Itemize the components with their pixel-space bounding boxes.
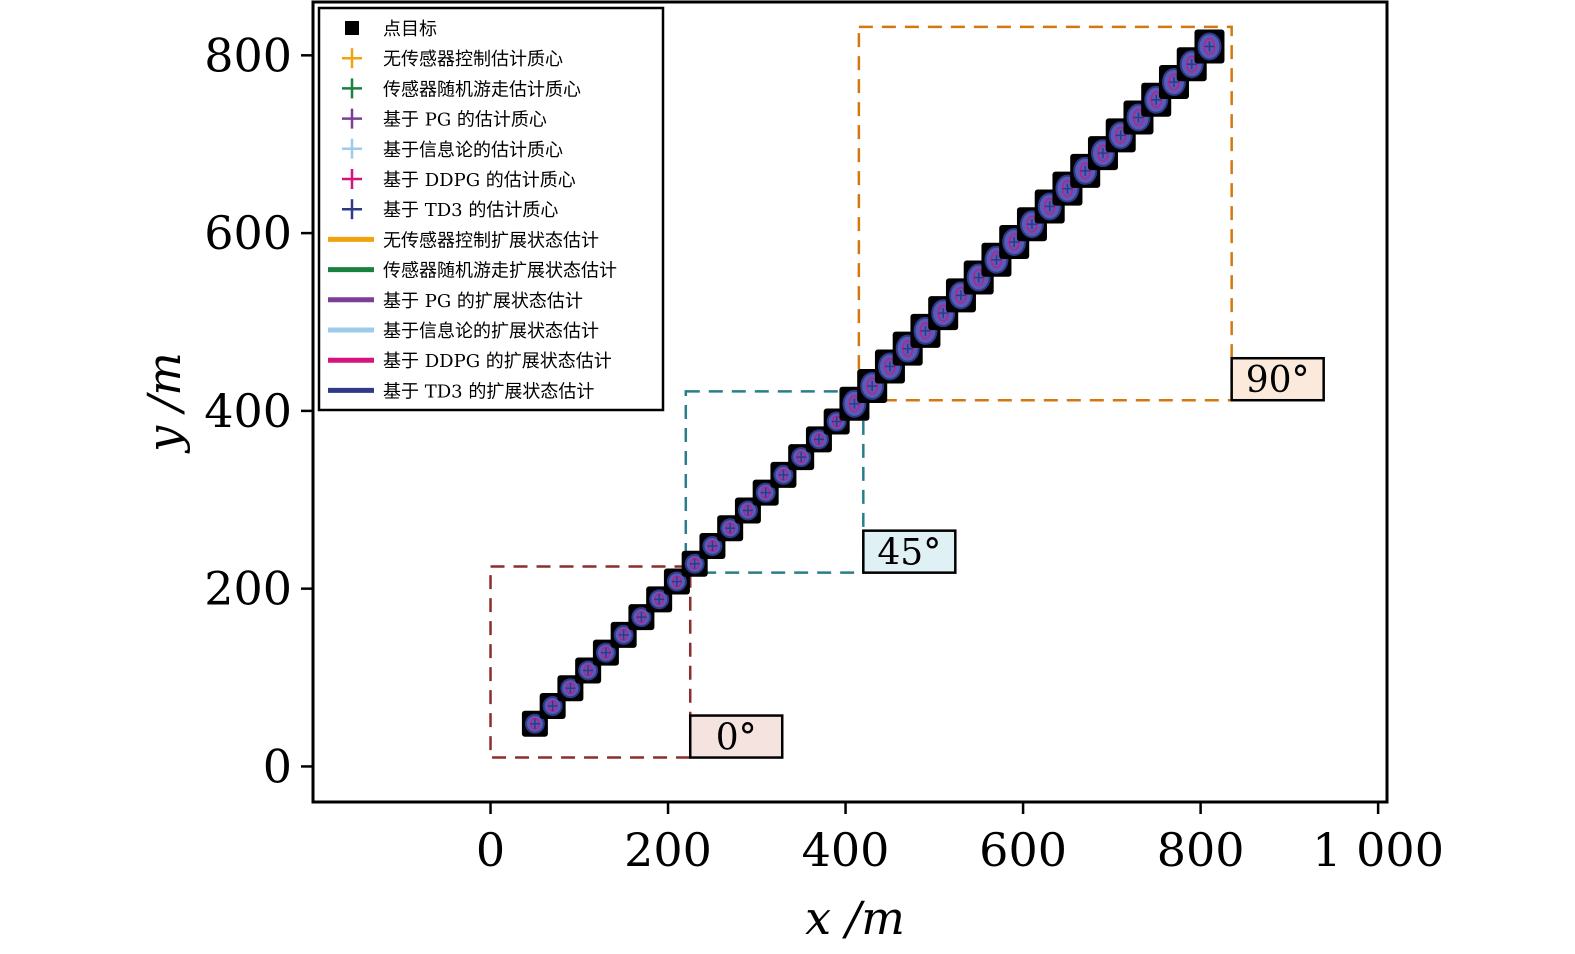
track-point	[1194, 29, 1225, 64]
legend-label: 基于 PG 的扩展状态估计	[383, 291, 583, 312]
region-label-box	[862, 529, 957, 574]
legend-label: 基于 PG 的估计质心	[383, 110, 547, 131]
legend-label: 传感器随机游走估计质心	[383, 79, 581, 100]
legend-item: 基于 TD3 的估计质心	[342, 199, 558, 221]
angle-regions	[489, 25, 1233, 759]
x-tick-label: 0	[476, 823, 505, 877]
x-axis-label: x /m	[805, 891, 905, 945]
region-box	[857, 25, 1233, 402]
x-tick-label: 600	[979, 823, 1067, 877]
legend-item: 基于 PG 的估计质心	[342, 108, 547, 131]
region-label: 90°	[1230, 356, 1325, 402]
target-track	[521, 29, 1225, 737]
region-box	[684, 390, 865, 574]
region-labels: 0° 45° 90°	[688, 356, 1325, 759]
legend-label: 传感器随机游走扩展状态估计	[383, 261, 617, 282]
legend-square-marker	[345, 21, 359, 35]
y-tick-label: 400	[204, 384, 292, 438]
legend-item: 基于信息论的估计质心	[342, 138, 563, 161]
region-label-text: 45°	[877, 533, 941, 574]
x-axis-ticks: 0 200 400 600 800 1 000	[476, 802, 1444, 877]
legend-item: 基于 DDPG 的扩展状态估计	[328, 351, 612, 372]
legend-frame	[317, 6, 665, 412]
legend-label: 基于 TD3 的估计质心	[383, 200, 558, 221]
legend-item: 无传感器控制扩展状态估计	[328, 230, 599, 251]
y-tick-label: 800	[204, 28, 292, 82]
legend-item: 基于 DDPG 的估计质心	[342, 169, 576, 191]
region-label-text: 90°	[1246, 360, 1310, 401]
legend-item: 基于 TD3 的扩展状态估计	[328, 381, 594, 402]
legend-item: 基于信息论的扩展状态估计	[328, 321, 599, 342]
legend-label: 点目标	[383, 19, 437, 40]
legend-label: 无传感器控制估计质心	[383, 49, 563, 70]
region-box	[489, 565, 692, 759]
x-tick-label: 1 000	[1312, 823, 1444, 877]
x-tick-label: 800	[1157, 823, 1245, 877]
legend-item: 点目标	[345, 19, 437, 40]
track-point	[610, 621, 637, 648]
legend-item: 传感器随机游走扩展状态估计	[328, 261, 617, 282]
x-tick-label: 200	[624, 823, 712, 877]
region-label: 0°	[688, 714, 784, 759]
region-label: 45°	[862, 529, 957, 574]
y-axis-ticks: 0 200 400 600 800	[204, 28, 313, 793]
legend-label: 基于信息论的估计质心	[383, 140, 563, 161]
legend-item: 无传感器控制估计质心	[342, 48, 563, 70]
y-tick-label: 600	[204, 206, 292, 260]
plot-frame	[311, 0, 1389, 804]
legend-item: 传感器随机游走估计质心	[342, 78, 581, 100]
track-point	[945, 278, 976, 313]
legend-label: 基于信息论的扩展状态估计	[383, 321, 599, 342]
region-label-box	[1230, 356, 1325, 402]
region-label-text: 0°	[716, 718, 757, 759]
y-tick-label: 0	[263, 739, 292, 793]
legend-label: 基于 DDPG 的扩展状态估计	[383, 351, 612, 372]
region-label-box	[688, 714, 784, 759]
legend-item: 基于 PG 的扩展状态估计	[328, 291, 583, 312]
legend-label: 无传感器控制扩展状态估计	[383, 230, 599, 251]
legend-label: 基于 TD3 的扩展状态估计	[383, 381, 594, 402]
legend-label: 基于 DDPG 的估计质心	[383, 170, 576, 191]
x-tick-label: 400	[802, 823, 890, 877]
y-tick-label: 200	[204, 562, 292, 616]
y-axis-label: y /m	[137, 352, 191, 454]
